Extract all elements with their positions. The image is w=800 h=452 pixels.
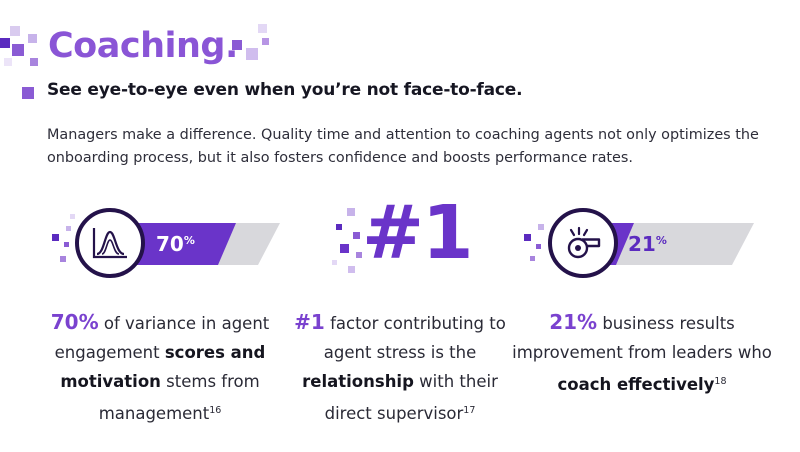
stat-1-text: of variance in agent engagement <box>54 314 270 362</box>
decor-pixel <box>30 58 38 66</box>
stat-2-value: #1 <box>362 190 473 276</box>
decor-pixel <box>10 26 20 36</box>
decor-pixel <box>530 256 535 261</box>
decor-pixel <box>536 244 541 249</box>
stat-3-footnote-ref: 18 <box>714 376 727 387</box>
stat-3-highlight: 21% <box>549 310 598 334</box>
decor-pixel <box>60 256 66 262</box>
stat-3-icon-badge <box>548 208 618 278</box>
decor-pixel <box>524 234 531 241</box>
stat-2-text: factor contributing to agent stress is t… <box>323 314 506 362</box>
page-title: Coaching. <box>48 26 238 66</box>
decor-pixel <box>66 226 71 231</box>
stat-2-footnote-ref: 17 <box>463 405 476 416</box>
stat-3-bold: coach effectively <box>557 375 715 394</box>
stat-3-value: 21% <box>628 232 667 256</box>
decor-pixel <box>52 234 59 241</box>
stat-3-text: business results improvement from leader… <box>512 314 772 362</box>
stat-3-value-number: 21 <box>628 232 656 256</box>
decor-pixel <box>4 58 12 66</box>
page-subtitle: See eye-to-eye even when you’re not face… <box>47 80 523 100</box>
decor-pixel <box>336 224 342 230</box>
stat-2-caption: #1 factor contributing to agent stress i… <box>288 308 512 428</box>
stat-1-value: 70% <box>156 232 195 256</box>
bell-curve-chart-icon <box>92 228 127 259</box>
decor-pixel <box>28 34 37 43</box>
stat-1-footnote-ref: 16 <box>209 405 222 416</box>
stat-1-banner <box>118 223 280 265</box>
stat-1-value-unit: % <box>183 234 195 247</box>
decor-pixel <box>353 232 360 239</box>
decor-pixel <box>262 38 269 45</box>
decor-pixel <box>340 244 349 253</box>
stat-1-text-end: stems from management <box>98 372 260 423</box>
decor-pixel <box>12 44 24 56</box>
decor-pixel <box>232 40 242 50</box>
decor-pixel <box>64 242 69 247</box>
decor-pixel <box>356 252 362 258</box>
stat-1-highlight: 70% <box>50 310 99 334</box>
decor-pixel <box>70 214 75 219</box>
stat-1-bold: scores and motivation <box>60 343 266 391</box>
bullet-square <box>22 87 34 99</box>
decor-pixel <box>258 24 267 33</box>
stat-3-value-unit: % <box>655 234 667 247</box>
decor-pixel <box>0 38 10 48</box>
stat-2-text-end: with their direct supervisor <box>324 372 498 423</box>
decor-pixel <box>348 266 355 273</box>
decor-pixel <box>332 260 337 265</box>
decor-pixel <box>538 224 544 230</box>
stat-3-caption: 21% business results improvement from le… <box>512 308 772 399</box>
stat-1-value-number: 70 <box>156 232 184 256</box>
stat-2-highlight: #1 <box>294 310 325 334</box>
decor-pixel <box>347 208 355 216</box>
whistle-icon <box>567 226 601 259</box>
stat-1-caption: 70% of variance in agent engagement scor… <box>30 308 290 428</box>
stat-2-bold: relationship <box>302 372 414 391</box>
intro-paragraph: Managers make a difference. Quality time… <box>47 127 759 166</box>
stat-1-icon-badge <box>75 208 145 278</box>
decor-pixel <box>246 48 258 60</box>
